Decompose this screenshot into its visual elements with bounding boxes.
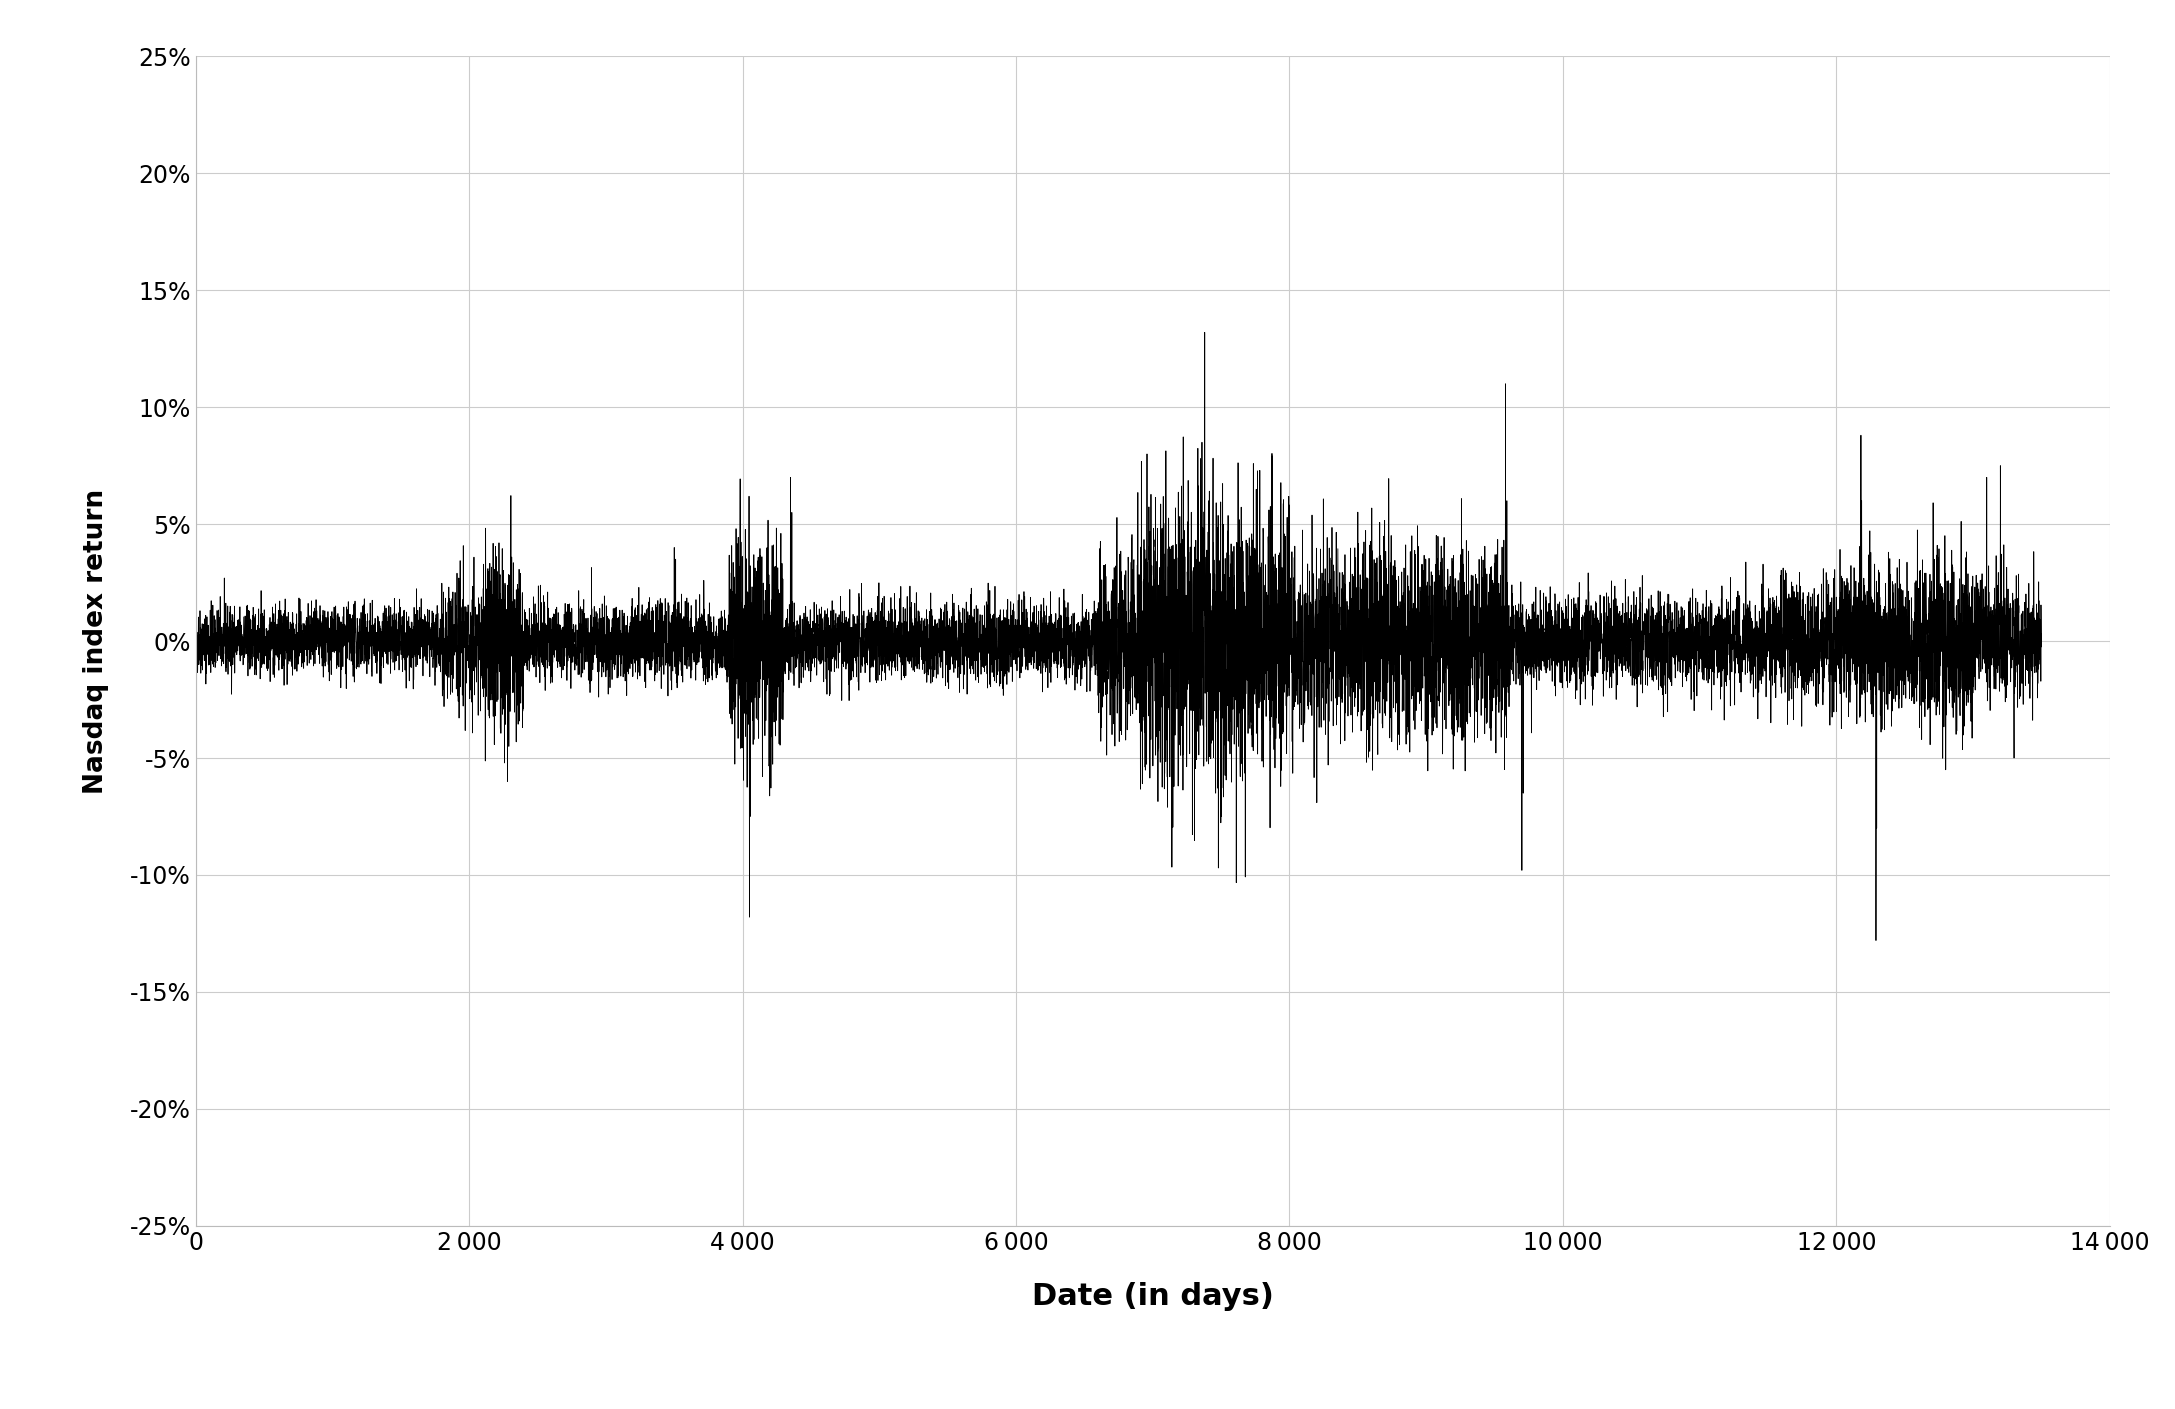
X-axis label: Date (in days): Date (in days): [1031, 1282, 1275, 1312]
Y-axis label: Nasdaq index return: Nasdaq index return: [83, 489, 109, 793]
